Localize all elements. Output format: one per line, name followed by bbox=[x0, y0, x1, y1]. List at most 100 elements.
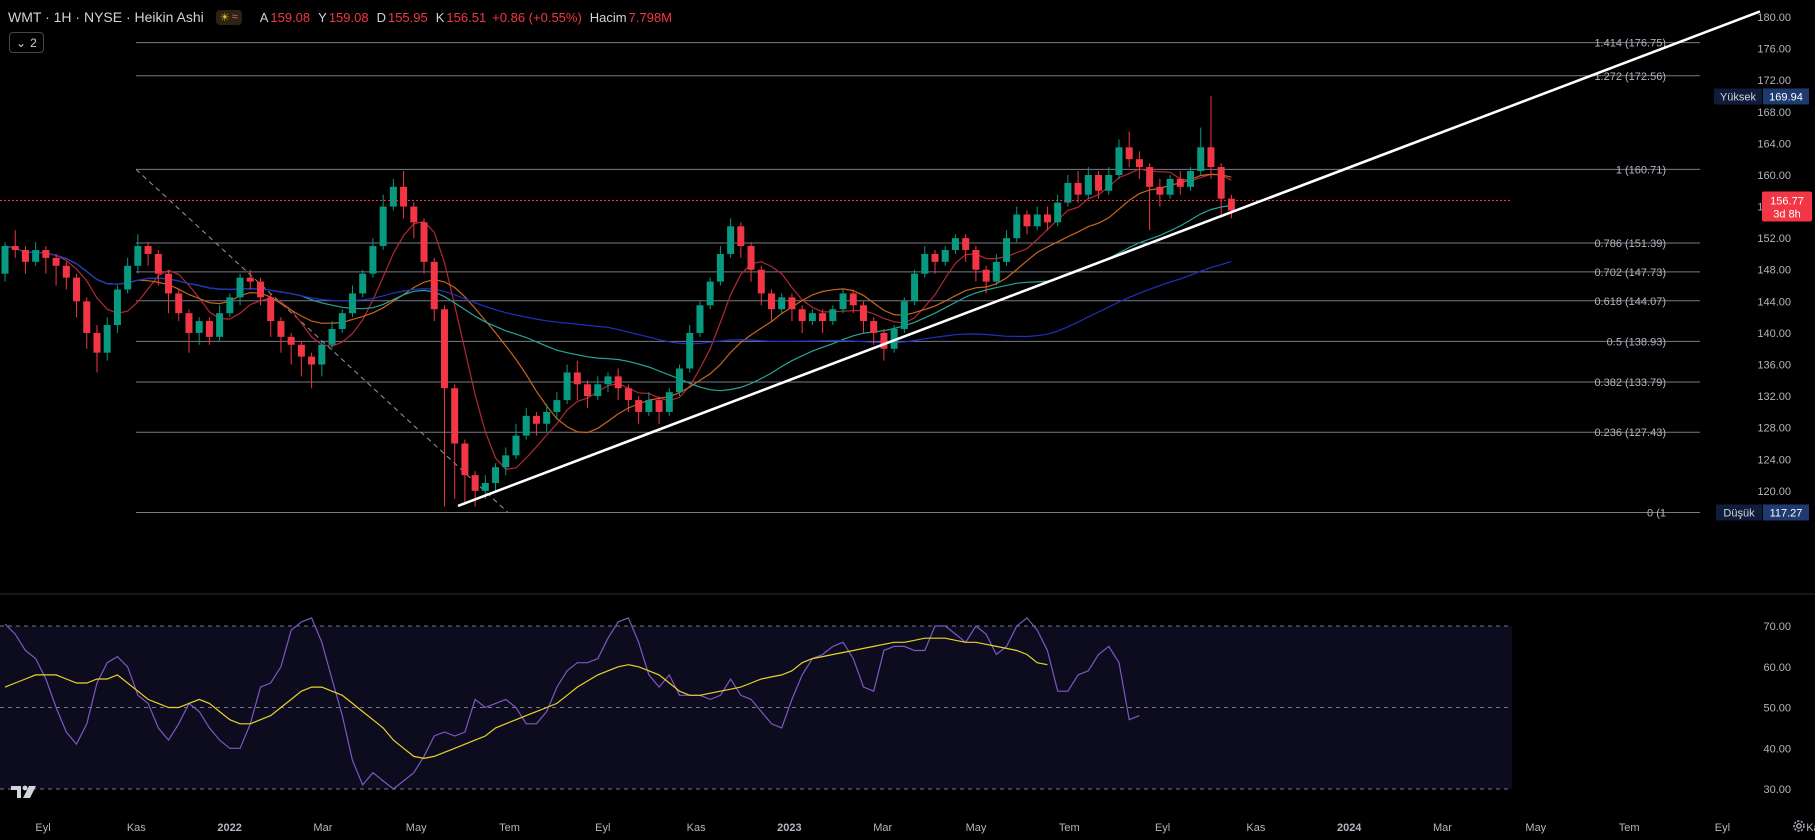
candle-body bbox=[624, 388, 632, 401]
rsi-band-background bbox=[0, 626, 1512, 789]
status-chips[interactable]: ☀ ≈ bbox=[215, 9, 242, 25]
candle-body bbox=[83, 301, 91, 333]
time-axis-label: Tem bbox=[1619, 822, 1640, 834]
price-tick-label: 176.00 bbox=[1757, 44, 1791, 56]
candle-body bbox=[880, 332, 888, 349]
candle-body bbox=[1146, 167, 1154, 187]
open-value: 159.08 bbox=[270, 9, 311, 25]
candle-body bbox=[1125, 147, 1133, 160]
candle-body bbox=[594, 384, 602, 397]
settings-gear-icon[interactable] bbox=[1791, 818, 1807, 834]
volume-value: 7.798M bbox=[628, 9, 673, 25]
candle-body bbox=[900, 301, 908, 329]
candle-body bbox=[42, 250, 50, 258]
candle-body bbox=[165, 273, 173, 294]
candle-body bbox=[308, 356, 316, 365]
candle-body bbox=[655, 400, 663, 412]
candle-body bbox=[369, 246, 377, 274]
rsi-ma-line bbox=[4, 637, 1048, 760]
price-tick-label: 168.00 bbox=[1757, 107, 1791, 119]
fib-level-label: 0.618 (144.07) bbox=[1594, 296, 1666, 308]
price-tick-label: 124.00 bbox=[1757, 454, 1791, 466]
chevron-down-icon: ⌄ bbox=[16, 35, 27, 50]
candle-body bbox=[1, 246, 9, 274]
fib-level-label: 1 (160.71) bbox=[1616, 164, 1666, 176]
time-axis-label: Eyl bbox=[595, 822, 610, 834]
time-axis-label: Tem bbox=[1059, 822, 1080, 834]
candle-body bbox=[236, 277, 244, 298]
candle-body bbox=[471, 475, 479, 491]
candle-body bbox=[185, 313, 193, 333]
candle-body bbox=[502, 455, 510, 468]
candle-body bbox=[849, 293, 857, 306]
time-axis-label: 2022 bbox=[217, 822, 241, 834]
candle-body bbox=[1207, 147, 1215, 168]
price-tick-label: 140.00 bbox=[1757, 328, 1791, 340]
candle-body bbox=[951, 238, 959, 250]
candle-body bbox=[287, 336, 295, 345]
high-value: 159.08 bbox=[328, 9, 369, 25]
candle-body bbox=[911, 273, 919, 302]
symbol-title[interactable]: WMT · 1H · NYSE · Heikin Ashi bbox=[8, 9, 204, 25]
candle-body bbox=[348, 293, 356, 314]
time-axis-label: Eyl bbox=[35, 822, 50, 834]
price-tick-label: 148.00 bbox=[1757, 265, 1791, 277]
candle-body bbox=[1227, 198, 1235, 211]
wave-icon: ≈ bbox=[231, 11, 238, 23]
candle-body bbox=[420, 222, 428, 262]
close-label: K bbox=[435, 9, 445, 25]
candle-body bbox=[676, 368, 684, 393]
time-axis-label: Tem bbox=[499, 822, 520, 834]
candle-body bbox=[21, 250, 29, 262]
price-tick-label: 120.00 bbox=[1757, 486, 1791, 498]
low-label: D bbox=[376, 9, 386, 25]
change-value: +0.86 (+0.55%) bbox=[492, 9, 582, 25]
candle-body bbox=[1187, 171, 1195, 187]
candle-body bbox=[1054, 202, 1062, 223]
current-price-tag bbox=[1762, 191, 1812, 222]
tradingview-logo[interactable] bbox=[10, 784, 42, 805]
candle-body bbox=[1197, 147, 1205, 172]
rsi-tick-label: 70.00 bbox=[1763, 621, 1791, 633]
tradingview-logo-icon bbox=[11, 785, 36, 798]
sun-icon: ☀ bbox=[219, 11, 230, 24]
time-axis-label: May bbox=[1525, 822, 1546, 834]
candle-body bbox=[829, 309, 837, 322]
candle-body bbox=[318, 344, 326, 365]
price-tick-label: 128.00 bbox=[1757, 423, 1791, 435]
ma-extra-long-line bbox=[4, 245, 1232, 345]
candle-body bbox=[808, 313, 816, 322]
candle-body bbox=[175, 293, 183, 314]
candle-body bbox=[257, 281, 264, 298]
candle-body bbox=[481, 483, 489, 491]
candle-body bbox=[410, 206, 418, 223]
symbol-legend: WMT · 1H · NYSE · Heikin Ashi ☀ ≈ A 159.0… bbox=[8, 8, 672, 26]
low-marker-tag bbox=[1716, 504, 1762, 521]
price-tick-label: 172.00 bbox=[1757, 75, 1791, 87]
candle-body bbox=[982, 269, 990, 282]
candle-body bbox=[400, 186, 408, 207]
candle-body bbox=[154, 253, 162, 274]
time-axis-label: May bbox=[966, 822, 987, 834]
candle-body bbox=[103, 325, 111, 353]
fib-level-label: 0.382 (133.79) bbox=[1594, 377, 1666, 389]
time-axis-label: Mar bbox=[313, 822, 332, 834]
candle-body bbox=[1217, 167, 1225, 199]
high-marker-tag bbox=[1714, 88, 1762, 105]
candle-body bbox=[1074, 182, 1082, 195]
price-tick-label: 144.00 bbox=[1757, 296, 1791, 308]
indicators-collapse-button[interactable]: ⌄ 2 bbox=[9, 32, 44, 53]
candle-body bbox=[757, 269, 765, 294]
candle-body bbox=[737, 226, 745, 247]
price-tick-label: 180.00 bbox=[1757, 12, 1791, 24]
fib-level-label: 0.236 (127.43) bbox=[1594, 427, 1666, 439]
price-tick-label: 160.00 bbox=[1757, 170, 1791, 182]
candle-body bbox=[73, 277, 81, 302]
fib-level-label: 0.786 (151.39) bbox=[1594, 238, 1666, 250]
candle-body bbox=[134, 246, 142, 266]
time-axis-label: Kas bbox=[1806, 822, 1815, 834]
candle-body bbox=[941, 250, 949, 262]
open-label: A bbox=[259, 9, 269, 25]
time-axis-label: Mar bbox=[873, 822, 892, 834]
